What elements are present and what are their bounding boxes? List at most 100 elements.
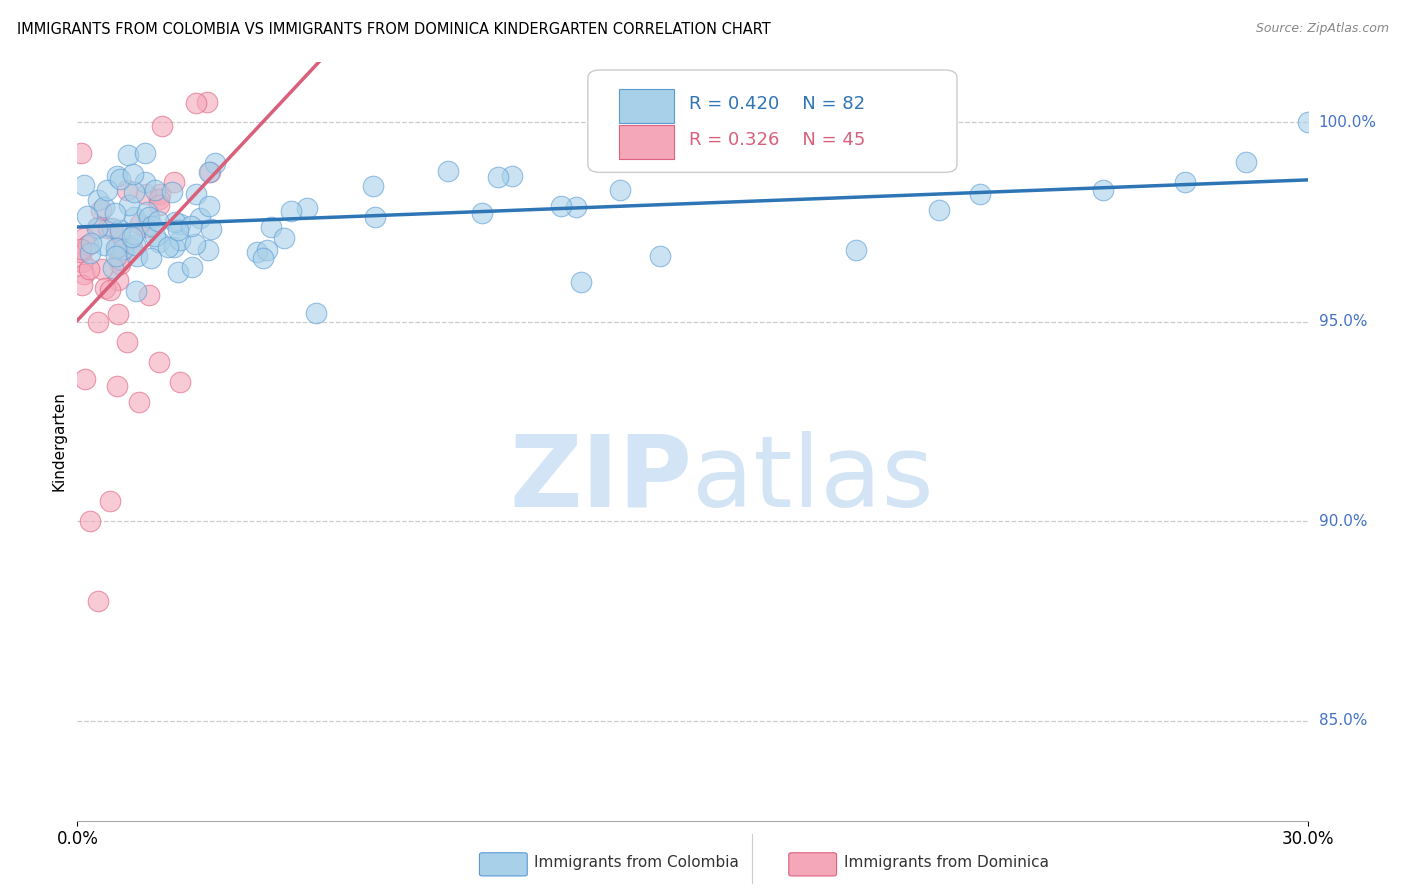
Point — [122, 210, 145, 224]
Text: ZIP: ZIP — [509, 431, 693, 528]
Point — [1296, 115, 1319, 129]
Point — [169, 217, 191, 231]
Point — [183, 236, 205, 251]
Point — [128, 394, 150, 409]
Point — [148, 355, 170, 369]
Point — [1174, 175, 1197, 189]
Point — [103, 206, 125, 220]
Point — [569, 275, 592, 289]
Point — [115, 183, 138, 197]
Point — [91, 261, 114, 276]
Point — [125, 250, 148, 264]
Text: IMMIGRANTS FROM COLOMBIA VS IMMIGRANTS FROM DOMINICA KINDERGARTEN CORRELATION CH: IMMIGRANTS FROM COLOMBIA VS IMMIGRANTS F… — [17, 22, 770, 37]
Point — [197, 199, 219, 213]
Point — [169, 233, 191, 247]
Point — [135, 187, 157, 202]
Point — [180, 219, 202, 234]
Text: Immigrants from Dominica: Immigrants from Dominica — [844, 855, 1049, 870]
Point — [184, 95, 207, 110]
Point — [108, 252, 131, 266]
Point — [96, 183, 118, 197]
Point — [163, 240, 186, 254]
Point — [305, 306, 328, 320]
Point — [845, 243, 868, 257]
Point — [86, 220, 108, 235]
Point — [97, 221, 120, 235]
Text: 90.0%: 90.0% — [1319, 514, 1367, 529]
Point — [550, 199, 572, 213]
Point — [107, 240, 129, 254]
Point — [1234, 155, 1257, 169]
Point — [928, 203, 950, 218]
Point — [90, 202, 112, 217]
Point — [110, 222, 132, 236]
Point — [70, 277, 93, 292]
Point — [273, 231, 295, 245]
Point — [104, 241, 127, 255]
Bar — [619, 89, 673, 123]
Point — [280, 204, 302, 219]
Text: 100.0%: 100.0% — [1319, 115, 1376, 130]
Point — [501, 169, 523, 184]
Point — [118, 198, 141, 212]
Point — [124, 185, 146, 199]
Point — [200, 222, 222, 236]
Point — [565, 200, 588, 214]
Text: Source: ZipAtlas.com: Source: ZipAtlas.com — [1256, 22, 1389, 36]
Point — [169, 375, 191, 389]
Point — [1091, 183, 1114, 197]
Point — [70, 146, 93, 161]
Point — [105, 169, 128, 183]
Point — [98, 494, 121, 508]
Point — [969, 187, 991, 202]
Point — [93, 200, 115, 214]
Point — [134, 175, 156, 189]
Point — [204, 156, 226, 170]
Point — [79, 514, 101, 528]
Point — [73, 231, 96, 245]
Point — [101, 221, 124, 235]
Point — [77, 262, 100, 277]
Point — [121, 167, 143, 181]
Point — [471, 206, 494, 220]
Point — [121, 241, 143, 255]
Point — [364, 210, 387, 224]
Point — [143, 228, 166, 243]
Point — [149, 186, 172, 201]
Bar — [619, 125, 673, 159]
Point — [79, 246, 101, 260]
Point — [198, 165, 221, 179]
Point — [138, 210, 160, 224]
Point — [148, 198, 170, 212]
Point — [156, 240, 179, 254]
Point — [143, 183, 166, 197]
Text: atlas: atlas — [693, 431, 934, 528]
Point — [141, 219, 163, 234]
Point — [110, 172, 132, 186]
Text: 85.0%: 85.0% — [1319, 714, 1367, 729]
Point — [361, 178, 384, 193]
Text: Immigrants from Colombia: Immigrants from Colombia — [534, 855, 740, 870]
Point — [160, 186, 183, 200]
Point — [136, 205, 159, 219]
Point — [181, 260, 204, 274]
Point — [105, 248, 128, 262]
Point — [486, 169, 509, 184]
Point — [86, 219, 108, 234]
Point — [195, 95, 218, 110]
Point — [166, 264, 188, 278]
Point — [197, 243, 219, 257]
Point — [198, 164, 221, 178]
Point — [139, 251, 162, 265]
Text: 95.0%: 95.0% — [1319, 314, 1367, 329]
Point — [107, 307, 129, 321]
Point — [76, 210, 98, 224]
Point — [93, 280, 115, 294]
Point — [87, 315, 110, 329]
Point — [105, 379, 128, 393]
Point — [79, 236, 101, 251]
Point — [163, 175, 186, 189]
Point — [648, 249, 671, 263]
Point — [436, 164, 458, 178]
Point — [77, 238, 100, 252]
